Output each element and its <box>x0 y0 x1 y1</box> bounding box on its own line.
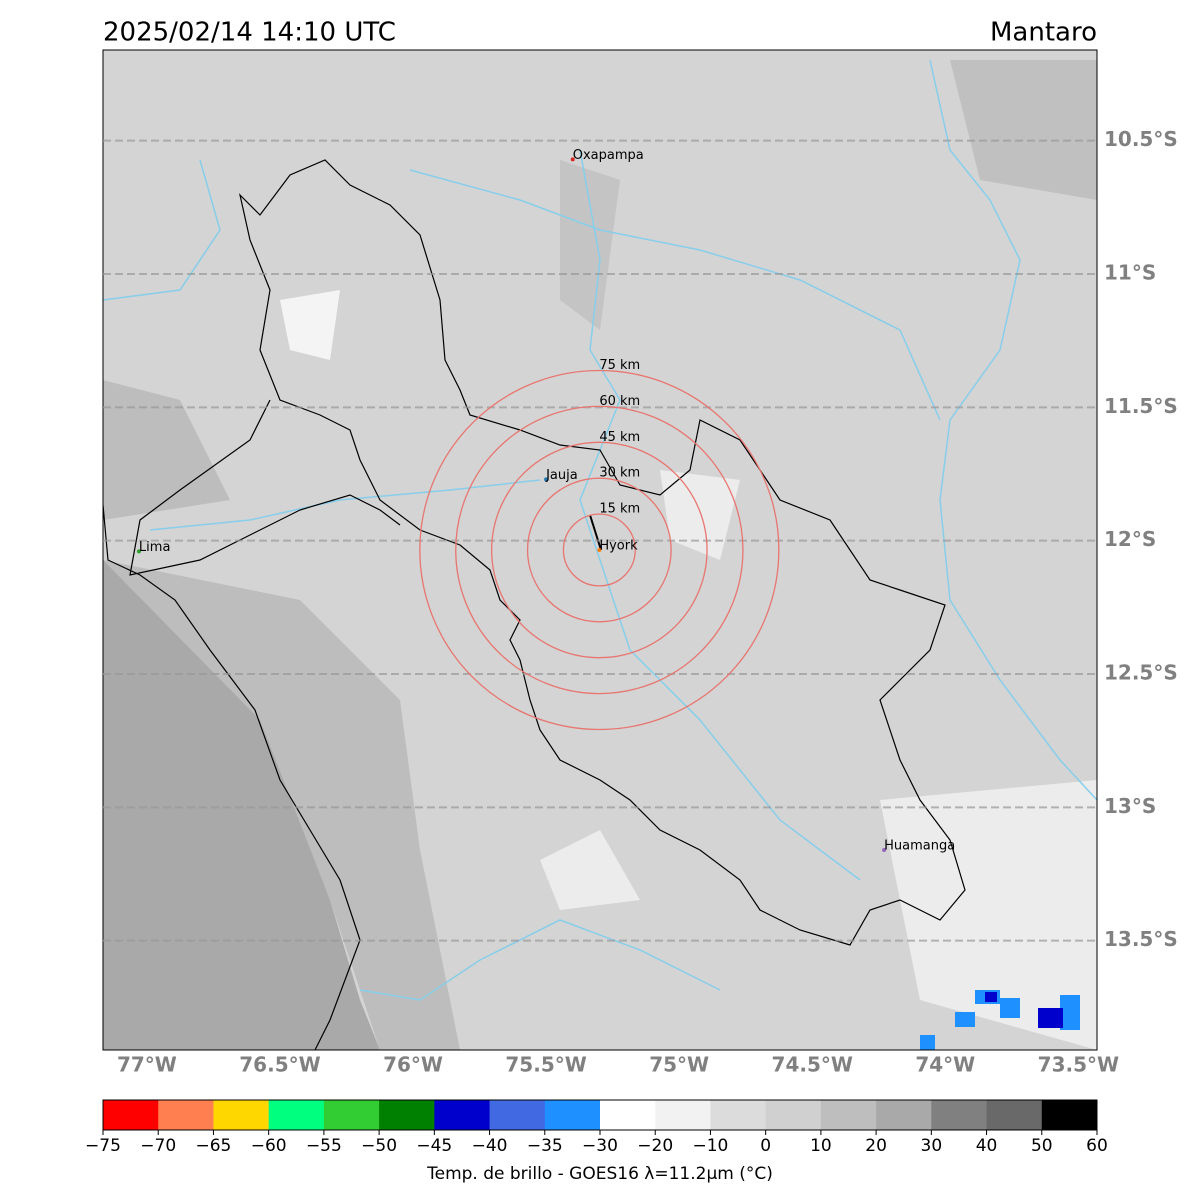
colorbar-segment <box>323 1100 380 1130</box>
lon-label: 73.5°W <box>1038 1053 1119 1077</box>
colorbar-segment <box>434 1100 491 1130</box>
colorbar-tick-label: 50 <box>1031 1136 1053 1156</box>
city-label: Jauja <box>545 468 578 483</box>
colorbar-tick-label: −50 <box>361 1136 397 1156</box>
ring-label: 75 km <box>599 358 640 373</box>
colorbar-tick-label: −60 <box>251 1136 287 1156</box>
city-marker <box>136 549 141 554</box>
lon-label: 74.5°W <box>772 1053 853 1077</box>
lat-label: 12°S <box>1104 527 1156 551</box>
lat-label: 13°S <box>1104 794 1156 818</box>
city-marker <box>597 548 602 552</box>
colorbar-segment <box>268 1100 325 1130</box>
colorbar-tick-label: 60 <box>1086 1136 1108 1156</box>
city-marker <box>882 848 887 852</box>
lon-label: 75°W <box>649 1053 709 1077</box>
map-frame <box>102 49 1098 1051</box>
distance-ring <box>455 405 744 695</box>
distance-ring <box>526 477 672 623</box>
colorbar-segment <box>379 1100 435 1130</box>
lat-label: 13.5°S <box>1104 927 1178 951</box>
lon-label: 76°W <box>383 1053 443 1077</box>
city-label: Oxapampa <box>573 148 644 163</box>
city-marker <box>544 477 549 482</box>
colorbar-segment <box>820 1100 877 1130</box>
region: Mantaro <box>990 18 1097 48</box>
lat-label: 11.5°S <box>1104 394 1178 418</box>
colorbar-tick-label: −70 <box>140 1136 176 1156</box>
ring-label: 30 km <box>599 466 640 481</box>
lon-label: 75.5°W <box>505 1053 586 1077</box>
colorbar-tick-label: −35 <box>527 1136 563 1156</box>
colorbar-segment <box>655 1100 711 1130</box>
colorbar-segment <box>876 1100 932 1130</box>
colorbar-segment <box>213 1100 270 1130</box>
colorbar-segment <box>103 1100 159 1130</box>
colorbar-tick-label: 40 <box>976 1136 998 1156</box>
colorbar-label: Temp. de brillo - GOES16 λ=11.2μm (°C) <box>426 1164 773 1184</box>
colorbar-tick-label: 20 <box>865 1136 887 1156</box>
colorbar-segment <box>600 1100 656 1130</box>
lat-label: 12.5°S <box>1104 661 1178 685</box>
colorbar-tick-label: −20 <box>637 1136 673 1156</box>
colorbar-segment <box>765 1100 822 1130</box>
colorbar-segment <box>931 1100 988 1130</box>
city-marker <box>570 157 575 162</box>
colorbar-tick-label: 30 <box>921 1136 943 1156</box>
ring-label: 45 km <box>599 430 640 445</box>
ring-label: 15 km <box>599 502 640 517</box>
title: 2025/02/14 14:10 UTC <box>103 18 396 48</box>
lat-label: 10.5°S <box>1104 127 1178 151</box>
colorbar-segment <box>710 1100 767 1130</box>
colorbar-segment <box>544 1100 601 1130</box>
lon-label: 77°W <box>117 1053 177 1077</box>
colorbar-tick-label: −10 <box>692 1136 728 1156</box>
distance-ring <box>490 441 708 659</box>
city-label: Huamanga <box>884 839 955 854</box>
colorbar-tick-label: 0 <box>760 1136 771 1156</box>
colorbar-segment <box>1041 1100 1098 1130</box>
lon-label: 74°W <box>915 1053 975 1077</box>
colorbar-tick-label: −75 <box>85 1136 121 1156</box>
map-overlay: 15 km 30 km 45 km 60 km 75 km Oxapampa Jauja Li… <box>103 139 1097 942</box>
city-label: Hyork <box>599 539 638 554</box>
colorbar-segment <box>489 1100 546 1130</box>
lat-label: 11°S <box>1104 261 1156 285</box>
ring-label: 60 km <box>599 394 640 409</box>
colorbar-segment <box>158 1100 214 1130</box>
colorbar-tick-label: −65 <box>195 1136 231 1156</box>
map-background <box>103 50 1097 1050</box>
colorbar-tick-label: −55 <box>306 1136 342 1156</box>
colorbar-segment <box>986 1100 1043 1130</box>
colorbar-tick-label: −45 <box>416 1136 452 1156</box>
colorbar-tick-label: −40 <box>472 1136 508 1156</box>
distance-ring <box>419 369 780 731</box>
colorbar-tick-label: 10 <box>810 1136 832 1156</box>
colorbar-tick-label: −30 <box>582 1136 618 1156</box>
lon-label: 76.5°W <box>239 1053 320 1077</box>
distance-ring <box>562 513 636 587</box>
city-label: Lima <box>139 540 170 555</box>
